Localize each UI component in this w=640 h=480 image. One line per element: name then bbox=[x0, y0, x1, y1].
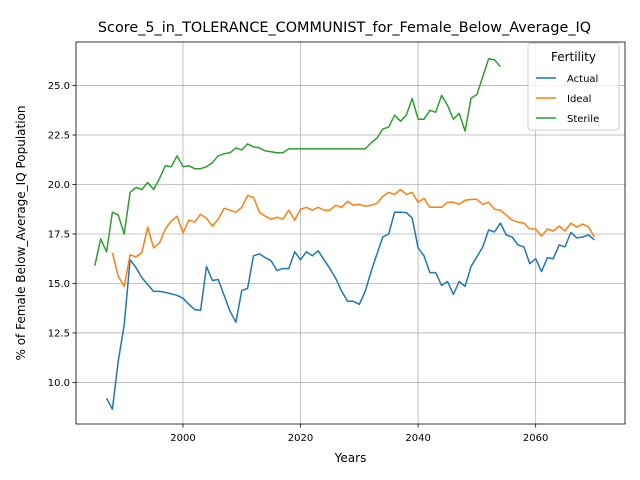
legend-label-ideal: Ideal bbox=[567, 94, 591, 105]
y-tick-label: 22.5 bbox=[48, 131, 70, 142]
y-tick-label: 12.5 bbox=[48, 328, 70, 339]
y-axis-ticks: 10.0 12.5 15.0 17.5 20.0 22.5 25.0 bbox=[48, 81, 76, 389]
x-tick-label: 2020 bbox=[288, 433, 313, 444]
x-tick-label: 2060 bbox=[523, 433, 548, 444]
y-tick-label: 10.0 bbox=[48, 378, 70, 389]
x-tick-label: 2040 bbox=[405, 433, 430, 444]
x-tick-label: 2000 bbox=[170, 433, 195, 444]
legend-label-sterile: Sterile bbox=[567, 114, 599, 125]
x-axis-ticks: 2000 2020 2040 2060 bbox=[170, 424, 548, 444]
legend-items: Actual Ideal Sterile bbox=[536, 74, 599, 125]
y-axis-label: % of Female Below_Average_IQ Population bbox=[14, 105, 28, 360]
legend-title: Fertility bbox=[551, 50, 596, 64]
plot-lines bbox=[94, 58, 596, 410]
legend-box bbox=[527, 42, 620, 131]
y-tick-label: 25.0 bbox=[48, 81, 70, 92]
plot-frame bbox=[75, 41, 626, 425]
series-line-sterile bbox=[94, 58, 501, 266]
chart-title: Score_5_in_TOLERANCE_COMMUNIST_for_Femal… bbox=[98, 20, 591, 36]
x-axis-label: Years bbox=[334, 451, 367, 465]
legend-label-actual: Actual bbox=[567, 74, 598, 85]
series-line-actual bbox=[105, 211, 595, 410]
series-line-ideal bbox=[111, 188, 596, 288]
legend: Fertility Actual Ideal Sterile bbox=[527, 42, 620, 131]
y-tick-label: 17.5 bbox=[48, 229, 70, 240]
y-tick-label: 15.0 bbox=[48, 279, 70, 290]
y-tick-label: 20.0 bbox=[48, 180, 70, 191]
